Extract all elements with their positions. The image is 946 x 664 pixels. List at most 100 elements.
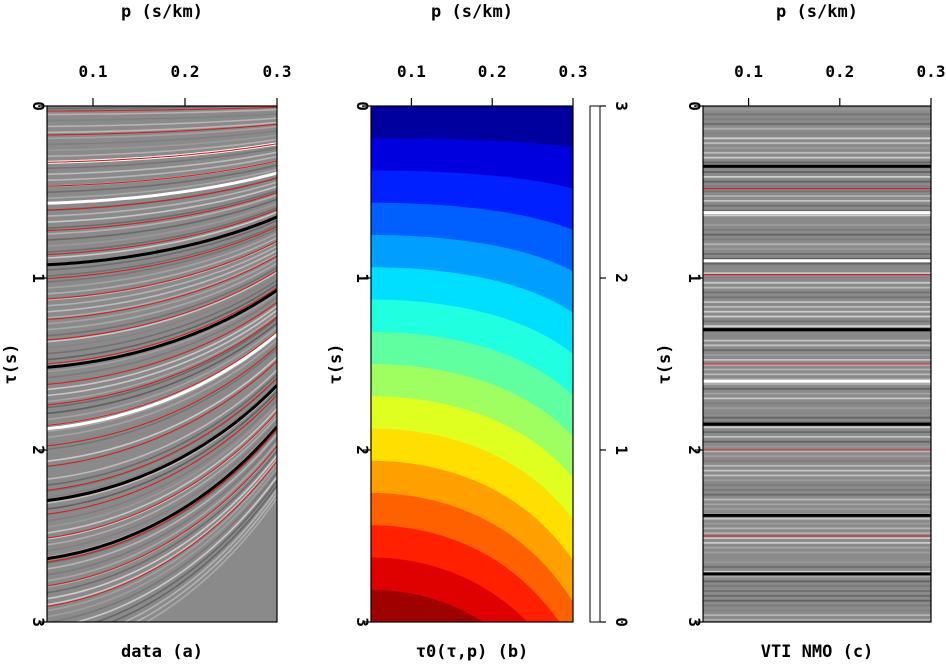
seismic-event [47, 356, 277, 462]
panel-b-colorbar-axis: 0 1 2 3 [600, 101, 631, 627]
seismic-event [47, 365, 277, 474]
seismic-event [47, 437, 277, 576]
red-moveout-curve [47, 255, 277, 321]
seismic-event [47, 189, 277, 229]
seismic-event [47, 433, 277, 570]
y-tick-label: 0 [685, 101, 704, 111]
panel-b-caption: τ0(τ,p) (b) [416, 642, 529, 662]
seismic-event [47, 305, 277, 391]
seismic-event [47, 113, 277, 122]
seismic-event [47, 472, 277, 622]
seismic-event [47, 211, 277, 259]
seismic-event [47, 283, 277, 361]
seismic-event [74, 476, 277, 622]
y-tick-label: 2 [29, 445, 48, 455]
seismic-event [47, 292, 277, 373]
y-tick-label: 0 [353, 101, 372, 111]
y-tick-label: 2 [353, 445, 372, 455]
seismic-event [47, 130, 277, 146]
panel-a-ylabel: τ(s) [1, 344, 21, 385]
red-moveout-curve [47, 345, 277, 447]
seismic-event [47, 185, 277, 223]
x-tick-label: 0.3 [559, 62, 588, 81]
strong-event [47, 171, 277, 205]
seismic-event [47, 296, 277, 379]
panel-b-heatmap [371, 106, 573, 622]
seismic-event [47, 236, 277, 295]
panel-c-x-axis: 0.1 0.2 0.3 [734, 62, 945, 106]
panel-c-ylabel: τ(s) [655, 344, 675, 385]
seismic-event [47, 168, 277, 199]
y-tick-label: 2 [685, 445, 704, 455]
seismic-event [47, 467, 277, 618]
red-moveout-curve [47, 428, 277, 563]
panel-a-title: p (s/km) [121, 2, 203, 22]
seismic-event [47, 249, 277, 313]
red-moveout-curve [47, 191, 277, 232]
seismic-event [47, 442, 277, 582]
seismic-event [47, 134, 277, 152]
panel-a-x-axis: 0.1 0.2 0.3 [79, 62, 291, 106]
x-tick-label: 0.3 [917, 62, 946, 81]
seismic-event [47, 301, 277, 385]
colorbar-frame [589, 105, 601, 623]
seismic-event [134, 493, 277, 622]
seismic-event [47, 309, 277, 397]
panel-b-y-axis: 0 1 2 3 [353, 101, 372, 627]
seismic-event [47, 245, 277, 307]
seismic-event [47, 207, 277, 253]
strong-event [47, 425, 277, 561]
panel-c-title: p (s/km) [776, 2, 858, 22]
heatmap-band [371, 589, 484, 622]
red-moveout-curve [47, 445, 277, 587]
seismic-event [47, 219, 277, 271]
seismic-event [47, 258, 277, 325]
seismic-event [47, 322, 277, 415]
red-moveout-curve [47, 143, 277, 163]
seismic-event [47, 155, 277, 181]
seismic-event [47, 373, 277, 486]
seismic-event [47, 416, 277, 546]
red-moveout-curve [47, 106, 277, 112]
x-tick-label: 0.2 [171, 62, 200, 81]
panel-c: p (s/km) 0.1 0.2 0.3 0 1 2 3 τ(s) VTI NMO (c) [655, 2, 945, 662]
x-tick-label: 0.1 [79, 62, 108, 81]
panel-b-title: p (s/km) [431, 2, 513, 22]
seismic-event [109, 484, 277, 622]
red-moveout-curve [47, 209, 277, 256]
seismic-event [47, 407, 277, 534]
red-moveout-curve [47, 377, 277, 491]
seismic-event [47, 343, 277, 445]
seismic-event [47, 232, 277, 289]
y-tick-label: 1 [29, 273, 48, 283]
strong-event [47, 332, 277, 431]
seismic-event [47, 121, 277, 134]
seismic-event [47, 386, 277, 504]
strong-event [47, 384, 277, 502]
seismic-event [144, 497, 277, 622]
red-moveout-curve [47, 301, 277, 385]
colorbar-tick-label: 1 [612, 445, 631, 455]
colorbar-tick-label: 3 [612, 101, 631, 111]
seismic-event [122, 489, 277, 622]
red-moveout-curve [47, 177, 277, 211]
strong-event [47, 215, 277, 267]
colorbar-tick-label: 0 [612, 617, 631, 627]
red-moveout-curve [47, 394, 277, 515]
seismic-event [47, 382, 277, 498]
seismic-event [47, 138, 277, 158]
strong-event [47, 288, 277, 369]
seismic-event [47, 262, 277, 331]
seismic-event [47, 194, 277, 235]
seismic-event [47, 279, 277, 355]
seismic-event [47, 101, 277, 102]
seismic-event [47, 403, 277, 528]
seismic-event [47, 420, 277, 552]
seismic-event [47, 463, 277, 612]
x-tick-label: 0.2 [825, 62, 854, 81]
seismic-event [47, 335, 277, 433]
y-tick-label: 1 [685, 273, 704, 283]
seismic-event [47, 313, 277, 403]
seismic-event [47, 151, 277, 176]
